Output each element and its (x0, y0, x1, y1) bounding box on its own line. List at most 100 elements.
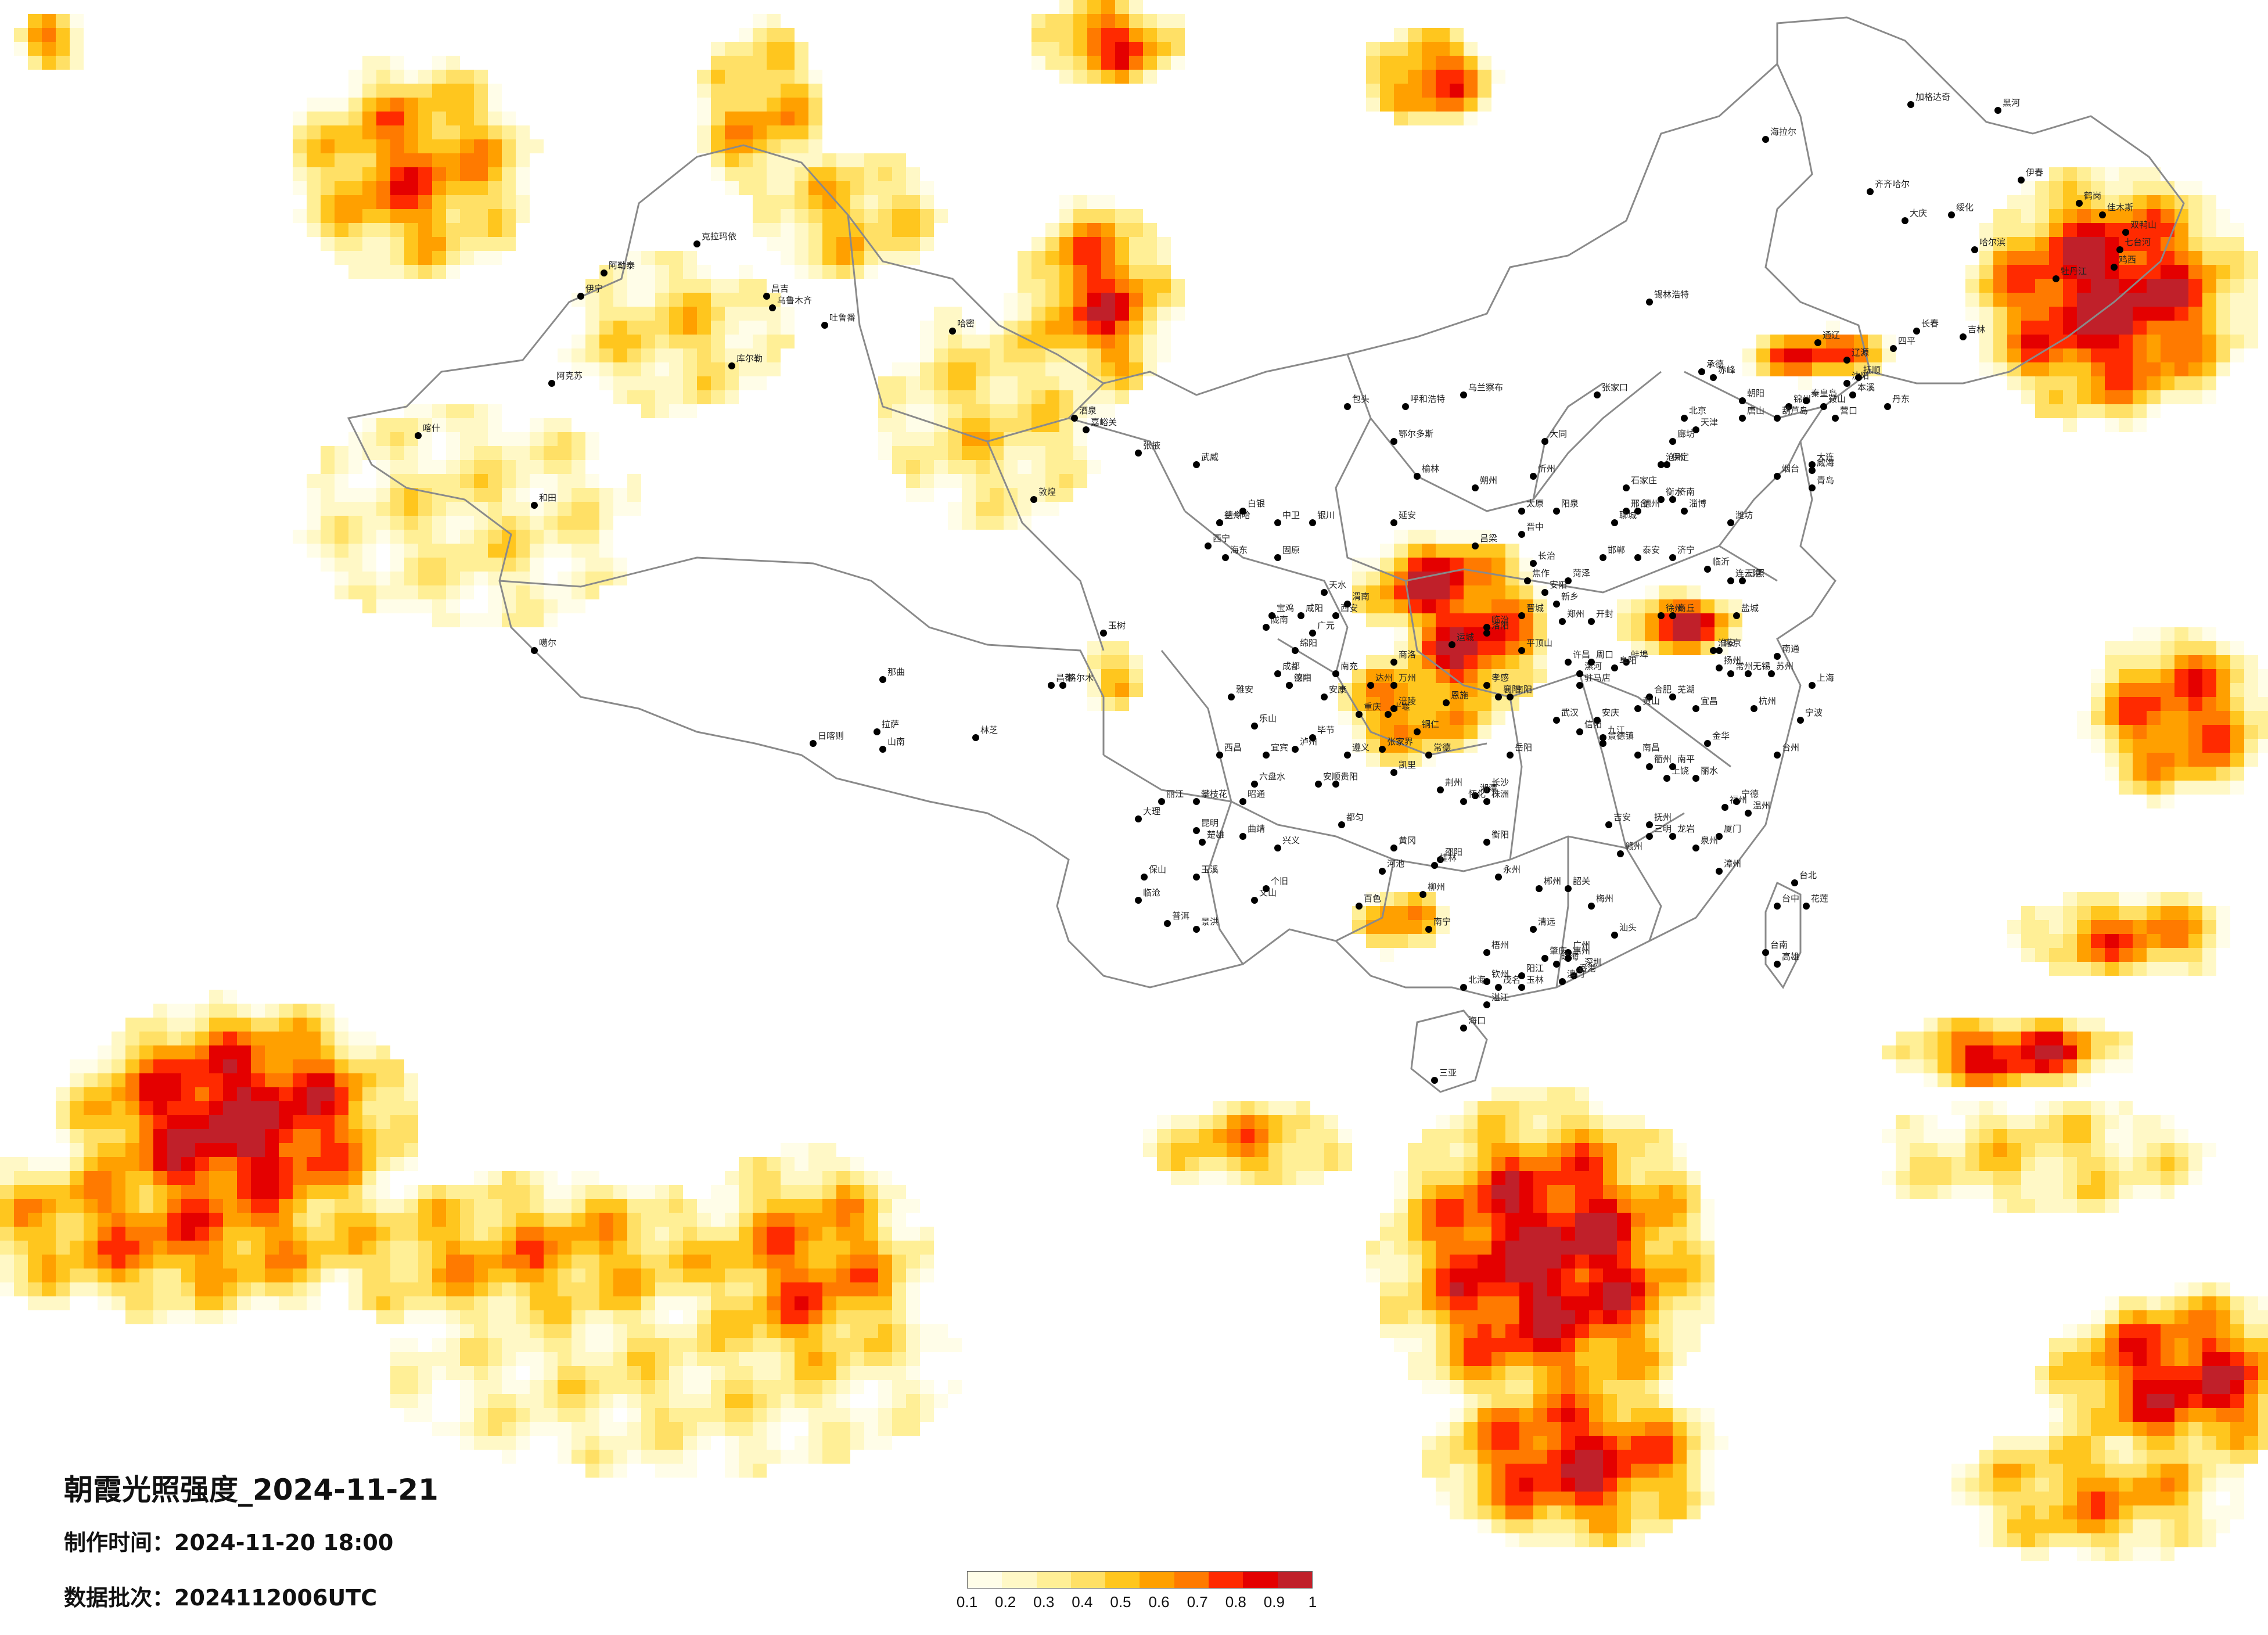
city-dot (1646, 693, 1653, 700)
city-label: 齐齐哈尔 (1875, 179, 1910, 189)
city-label: 鸡西 (2119, 254, 2136, 265)
city-dot (1611, 519, 1618, 526)
city-dot (1692, 705, 1699, 712)
city-label: 鞍山 (1828, 394, 1846, 404)
city-marker: 聊城 (1611, 510, 1637, 526)
city-label: 南宁 (1433, 917, 1451, 927)
city-marker: 商丘 (1669, 603, 1695, 619)
city-label: 桂林 (1439, 853, 1457, 863)
city-dot (1297, 612, 1304, 619)
city-dot (1274, 845, 1281, 851)
city-dot (972, 734, 979, 741)
map-info-block: 朝霞光照强度_2024-11-21 制作时间：2024-11-20 18:00 … (64, 1467, 438, 1635)
legend-swatch (1174, 1572, 1209, 1588)
city-label: 聊城 (1619, 510, 1637, 520)
city-dot (1518, 612, 1525, 619)
city-marker: 茂名 (1495, 975, 1521, 991)
city-label: 佳木斯 (2107, 202, 2133, 213)
city-dot (1745, 810, 1752, 817)
city-label: 加格达奇 (1915, 92, 1950, 102)
city-marker: 恩施 (1443, 690, 1468, 706)
city-label: 陇南 (1271, 615, 1288, 625)
city-dot (1663, 461, 1670, 468)
city-marker: 渭南 (1344, 591, 1370, 608)
city-label: 渭南 (1352, 591, 1370, 602)
city-marker: 通辽 (1814, 330, 1840, 346)
city-marker: 梅州 (1588, 893, 1613, 910)
city-dot (1565, 949, 1572, 956)
city-label: 商丘 (1677, 603, 1695, 613)
city-label: 景德镇 (1608, 731, 1634, 741)
city-marker: 玉林 (1518, 975, 1544, 991)
city-label: 澳门 (1567, 969, 1584, 979)
city-marker: 晋城 (1518, 603, 1544, 619)
city-marker: 本溪 (1849, 382, 1875, 398)
city-label: 临沂 (1712, 556, 1730, 567)
city-marker: 花莲 (1803, 893, 1828, 910)
city-marker: 兰州 (1216, 510, 1242, 526)
legend-tick: 0.7 (1187, 1593, 1208, 1611)
city-marker: 沧州 (1658, 452, 1683, 468)
city-marker: 济宁 (1669, 545, 1695, 561)
city-dot (1774, 653, 1781, 660)
city-dot (1367, 682, 1374, 689)
city-dot (1390, 705, 1397, 712)
city-marker: 遵义 (1344, 742, 1370, 759)
city-dot (1948, 211, 1955, 218)
city-marker: 山南 (879, 736, 905, 753)
city-label: 抚顺 (1863, 365, 1881, 375)
city-dot (1390, 682, 1397, 689)
city-dot (1251, 897, 1258, 904)
city-dot (1483, 786, 1490, 793)
city-label: 雅安 (1236, 684, 1253, 695)
legend-tick: 0.6 (1148, 1593, 1170, 1611)
city-marker: 营口 (1832, 405, 1857, 422)
city-label: 宜宾 (1271, 742, 1288, 753)
city-marker: 北京 (1681, 405, 1706, 422)
city-label: 包头 (1352, 394, 1370, 404)
city-marker: 唐山 (1739, 405, 1764, 422)
city-marker: 青岛 (1809, 475, 1834, 491)
city-dot (1762, 949, 1769, 956)
legend-swatch (1002, 1572, 1037, 1588)
city-label: 涪陵 (1399, 696, 1416, 706)
city-marker: 平顶山 (1518, 638, 1552, 654)
city-label: 岳阳 (1515, 742, 1532, 753)
city-marker: 普洱 (1164, 911, 1189, 927)
city-marker: 黑河 (1994, 98, 2020, 114)
city-marker: 乌兰察布 (1460, 382, 1503, 398)
city-label: 厦门 (1724, 824, 1741, 834)
city-dot (1809, 484, 1816, 491)
city-marker: 阳泉 (1553, 498, 1579, 515)
city-label: 绵阳 (1300, 638, 1317, 648)
city-marker: 喀什 (415, 423, 440, 439)
city-marker: 阿勒泰 (601, 260, 635, 276)
city-label: 四平 (1898, 336, 1915, 346)
city-dot (1576, 670, 1583, 677)
city-marker: 柳州 (1419, 882, 1445, 898)
city-dot (1309, 519, 1316, 526)
city-label: 北京 (1689, 405, 1706, 416)
city-marker: 安庆 (1594, 707, 1619, 724)
city-label: 海口 (1468, 1015, 1486, 1026)
city-marker: 佳木斯 (2099, 202, 2133, 218)
city-dot (1518, 647, 1525, 654)
city-marker: 拉萨 (874, 719, 899, 735)
city-label: 黄山 (1642, 696, 1660, 706)
city-label: 驻马店 (1584, 673, 1611, 683)
city-marker: 衢州 (1646, 754, 1672, 770)
city-label: 阿勒泰 (609, 260, 635, 271)
city-label: 辽源 (1852, 347, 1869, 358)
city-marker: 湛江 (1483, 992, 1509, 1008)
city-dot (1646, 821, 1653, 828)
city-label: 上海 (1817, 673, 1834, 683)
city-dot (1379, 868, 1386, 875)
city-label: 楚雄 (1207, 829, 1224, 840)
city-marker: 四平 (1890, 336, 1915, 352)
city-dot (1530, 473, 1537, 480)
batch-value: 2024112006UTC (174, 1585, 378, 1611)
city-label: 朝阳 (1747, 388, 1764, 398)
city-label: 嘉峪关 (1091, 417, 1117, 427)
city-marker: 德州 (1634, 498, 1660, 515)
city-label: 烟台 (1782, 463, 1799, 474)
